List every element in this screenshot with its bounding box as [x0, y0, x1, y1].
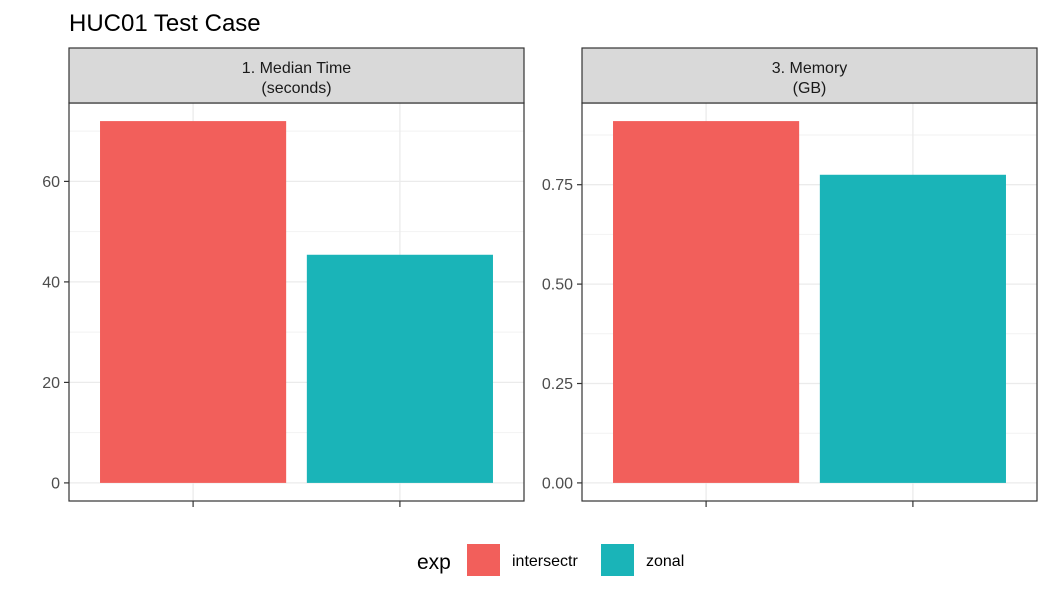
legend-key-intersectr [467, 544, 500, 576]
y-tick-label: 0 [51, 475, 60, 492]
facet-panel-1: 1. Median Time (seconds) 0 20 40 60 [42, 47, 525, 507]
y-tick-label: 0.25 [542, 376, 573, 393]
y-tick-label: 40 [42, 274, 60, 291]
facet-strip-label: 1. Median Time [242, 60, 351, 77]
legend-title: exp [417, 551, 451, 574]
chart-title: HUC01 Test Case [69, 10, 261, 37]
y-tick-label: 0.50 [542, 277, 573, 294]
legend-key-zonal [601, 544, 634, 576]
facet-strip-label: (GB) [793, 80, 827, 97]
y-tick-label: 20 [42, 375, 60, 392]
facet-strip-label: (seconds) [261, 80, 331, 97]
bar-intersectr [100, 121, 287, 483]
y-tick-label: 0.00 [542, 475, 573, 492]
bar-intersectr [613, 121, 800, 483]
legend-label: intersectr [512, 553, 578, 570]
legend-label: zonal [646, 553, 684, 570]
bar-zonal [819, 174, 1006, 483]
y-tick-label: 0.75 [542, 177, 573, 194]
facet-strip [581, 47, 1038, 104]
facet-strip [68, 47, 525, 104]
facet-panel-2: 3. Memory (GB) 0.00 0.25 0.50 0.75 [542, 47, 1038, 507]
bar-zonal [306, 254, 493, 483]
legend: exp intersectr zonal [417, 544, 684, 576]
facet-strip-label: 3. Memory [772, 60, 848, 77]
y-tick-label: 60 [42, 174, 60, 191]
